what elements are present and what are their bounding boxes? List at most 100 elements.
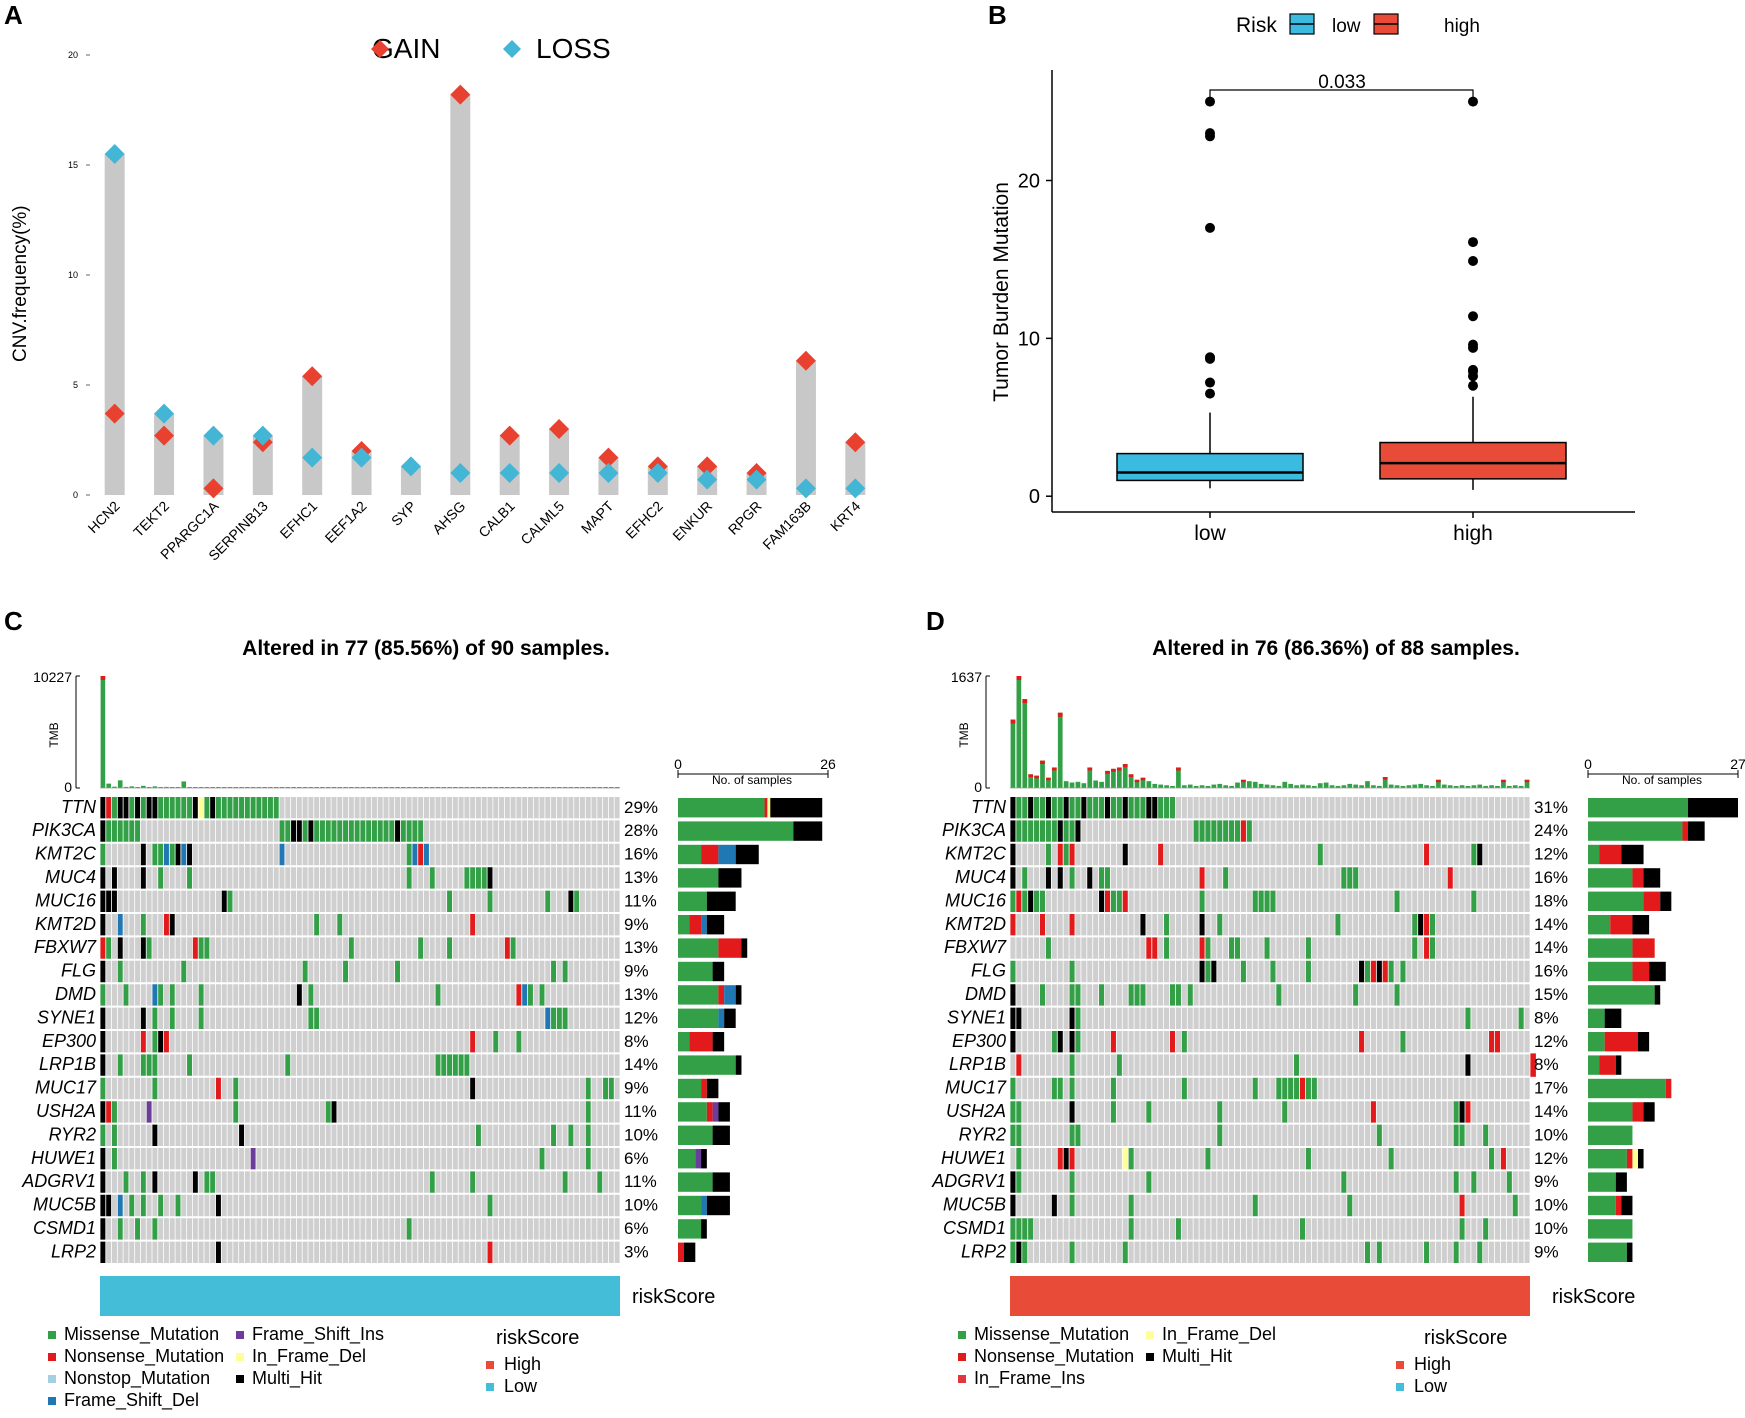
cnv-loss-point	[351, 447, 372, 468]
tmb-y-axis-label: Tumor Burden Mutation	[990, 182, 1013, 402]
tmb-bar	[1329, 785, 1335, 788]
mutation-cell	[1015, 796, 1022, 820]
mutation-cell	[1010, 1193, 1016, 1218]
gene-label: LRP1B	[39, 1054, 96, 1074]
samples-bar-segment	[678, 798, 765, 818]
mutation-cell	[1015, 1053, 1022, 1077]
samples-bar-segment	[1588, 1242, 1627, 1262]
mutation-cell	[556, 1006, 563, 1030]
tmb-bar	[1412, 784, 1418, 788]
gene-percent-label: 6%	[624, 1219, 649, 1238]
mutation-cell	[1010, 1100, 1016, 1124]
mutation-cell	[100, 1030, 106, 1054]
tmb-bar	[245, 787, 250, 788]
gene-percent-label: 12%	[1534, 1149, 1568, 1168]
mutation-legend-label: Missense_Mutation	[64, 1324, 219, 1345]
tmb-bar	[1087, 767, 1093, 788]
box-iqr	[1379, 441, 1567, 480]
mutation-cell	[1010, 1170, 1016, 1194]
tmb-bar	[1164, 785, 1169, 788]
mutation-cell	[100, 1170, 106, 1194]
mutation-cell	[175, 796, 181, 820]
samples-bar-segment	[1610, 915, 1633, 935]
mutation-cell	[1169, 1030, 1176, 1054]
mutation-cell	[1045, 866, 1052, 890]
mutation-cell	[1069, 842, 1075, 867]
mutation-cell	[1145, 1100, 1152, 1124]
mutation-cell	[1075, 1123, 1081, 1147]
gene-percent-label: 11%	[624, 891, 657, 910]
mutation-cell	[1104, 796, 1111, 820]
mutation-cell	[1240, 819, 1247, 843]
mutation-cell	[608, 1076, 615, 1101]
tmb-bar	[1294, 785, 1299, 788]
tmb-d-axis-label: TMB	[957, 722, 971, 747]
samples-bar-segment	[1632, 938, 1655, 958]
mutation-cell	[100, 819, 106, 843]
mutation-cell	[585, 1100, 592, 1124]
box-outlier	[1205, 128, 1215, 139]
mutation-cell	[1069, 866, 1075, 890]
tmb-bar	[395, 787, 400, 788]
tmb-bar	[1122, 764, 1128, 788]
mutation-cell	[544, 889, 551, 913]
tmb-bar	[1306, 785, 1311, 788]
mutation-cell	[192, 1170, 199, 1194]
samples-bar-segment	[678, 1008, 719, 1028]
mutation-cell	[1216, 1100, 1223, 1124]
tmb-bar	[1205, 785, 1211, 788]
tmb-bar	[1241, 779, 1246, 788]
gene-label: FBXW7	[944, 937, 1007, 957]
tmb-bar	[221, 787, 227, 788]
risk-legend-key	[1396, 1383, 1404, 1391]
mutation-cell	[1145, 1170, 1152, 1194]
tmb-bar	[1140, 777, 1146, 788]
x-tick-low: low	[1194, 522, 1226, 545]
mutation-cell	[140, 936, 147, 960]
mutation-cell	[100, 889, 106, 913]
tmb-bar	[1223, 785, 1229, 788]
gene-label: MUC4	[45, 867, 96, 887]
samples-bar-segment	[1632, 1102, 1644, 1122]
tmb-bar	[285, 787, 291, 788]
mutation-cell	[1447, 866, 1454, 890]
tmb-bar	[1400, 785, 1406, 788]
mutation-cell	[371, 819, 378, 843]
mutation-cell	[539, 983, 545, 1007]
mutation-cell	[1140, 796, 1146, 820]
mutation-cell	[1157, 842, 1164, 867]
gene-percent-label: 13%	[624, 868, 658, 887]
cnv-loss-point	[647, 463, 668, 483]
tmb-bar	[551, 787, 556, 788]
mutation-cell	[100, 1100, 106, 1124]
mutation-cell	[1015, 1240, 1022, 1264]
samples-bar-segment	[712, 1102, 719, 1122]
samples-bar-segment	[1588, 985, 1655, 1005]
mutation-cell	[1394, 983, 1400, 1007]
cnv-gain-point	[203, 478, 224, 499]
mutation-cell	[1423, 913, 1430, 937]
mutation-cell	[140, 1170, 147, 1194]
mutation-cell	[152, 1053, 158, 1077]
mutation-cell	[1305, 1076, 1312, 1101]
gene-label: TTN	[971, 797, 1007, 817]
mutation-cell	[1216, 819, 1223, 843]
mutation-cell	[1228, 936, 1235, 960]
mutation-cell	[1151, 796, 1158, 820]
gene-percent-label: 28%	[624, 821, 658, 840]
mutation-cell	[134, 819, 141, 843]
tmb-bar	[256, 787, 262, 788]
mutation-cell	[1453, 1240, 1460, 1264]
tmb-bar	[175, 787, 181, 788]
box-outlier	[1468, 256, 1478, 267]
tmb-bar	[539, 787, 545, 788]
tmb-bar	[239, 787, 244, 788]
mutation-cell	[1400, 959, 1406, 984]
risk-legend-high: high	[1444, 16, 1480, 37]
mutation-cell	[152, 1123, 158, 1147]
mutation-legend-label: Multi_Hit	[252, 1368, 322, 1389]
tmb-bar	[1187, 784, 1193, 788]
mutation-cell	[100, 983, 106, 1007]
mutation-cell	[1015, 1123, 1022, 1147]
tmb-bar	[1158, 784, 1164, 788]
